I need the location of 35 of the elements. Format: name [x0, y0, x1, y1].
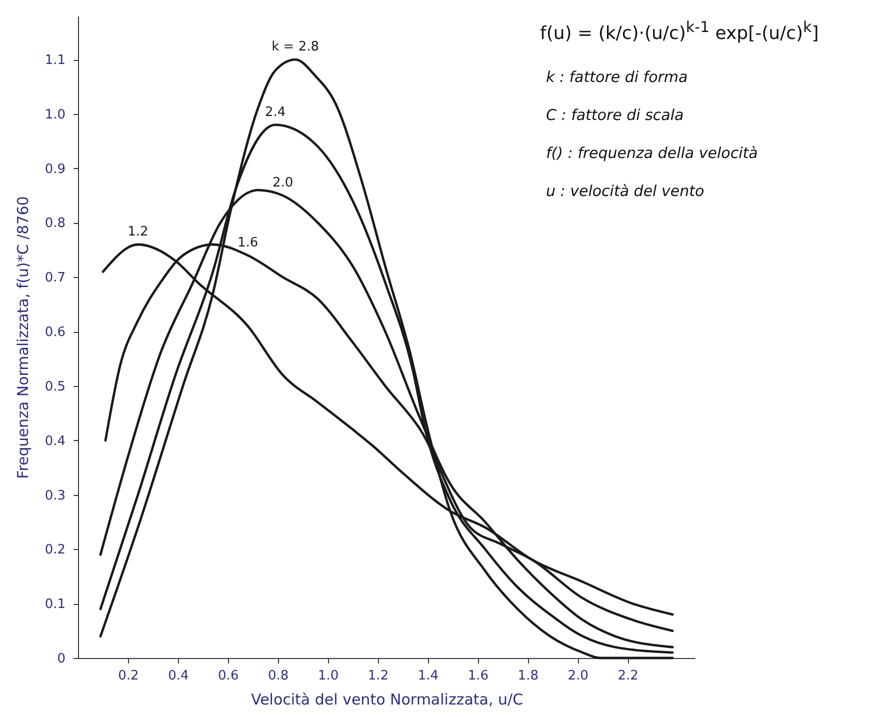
y-tick-label: 0.1 [44, 597, 66, 612]
x-tick-label: 0.8 [268, 668, 289, 684]
y-tick-label: 0.6 [44, 325, 66, 340]
y-tick-label: 1.0 [44, 107, 66, 122]
annotation: k : fattore di forma [546, 68, 689, 86]
y-tick-label: 0.4 [44, 434, 66, 449]
x-tick-label: 0.4 [168, 668, 189, 684]
series-label: 2.4 [264, 104, 286, 120]
series-label: 1.2 [128, 224, 148, 240]
y-tick-label: 1.1 [44, 53, 66, 68]
x-tick-label: 0.2 [118, 668, 139, 684]
x-tick-label: 2.0 [568, 668, 588, 684]
y-tick-label: 0.9 [44, 162, 66, 177]
annotation: C : fattore di scala [546, 106, 685, 124]
y-tick-label: 0.7 [44, 270, 66, 286]
annotation: f() : frequenza della velocità [546, 144, 759, 162]
y-tick-label: 0.5 [44, 379, 66, 394]
x-axis-title: Velocità del vento Normalizzata, u/C [250, 690, 524, 708]
y-tick-label: 0.2 [44, 542, 66, 558]
x-tick-label: 1.4 [418, 668, 439, 684]
series-label: 2.0 [272, 176, 294, 191]
x-tick-label: 1.6 [468, 668, 489, 684]
series-label: 1.6 [238, 235, 258, 250]
y-tick-label: 0.8 [44, 216, 66, 232]
y-tick-label: 0 [57, 652, 66, 666]
annotation: f(u) = (k/c)·(u/c)$^{k-1}$ exp[-(u/c)$^{k}$] [540, 18, 820, 44]
x-tick-label: 1.2 [368, 668, 389, 684]
annotation: u : velocità del vento [546, 182, 706, 200]
series-label: k = 2.8 [272, 40, 320, 55]
y-tick-label: 0.3 [44, 488, 66, 504]
x-tick-label: 0.6 [218, 668, 239, 684]
x-tick-label: 2.2 [618, 668, 638, 684]
x-tick-label: 1.8 [518, 668, 538, 684]
x-tick-label: 1.0 [318, 668, 339, 684]
y-axis-title: Frequenza Normalizzata, f(u)*C /8760 [14, 196, 32, 479]
